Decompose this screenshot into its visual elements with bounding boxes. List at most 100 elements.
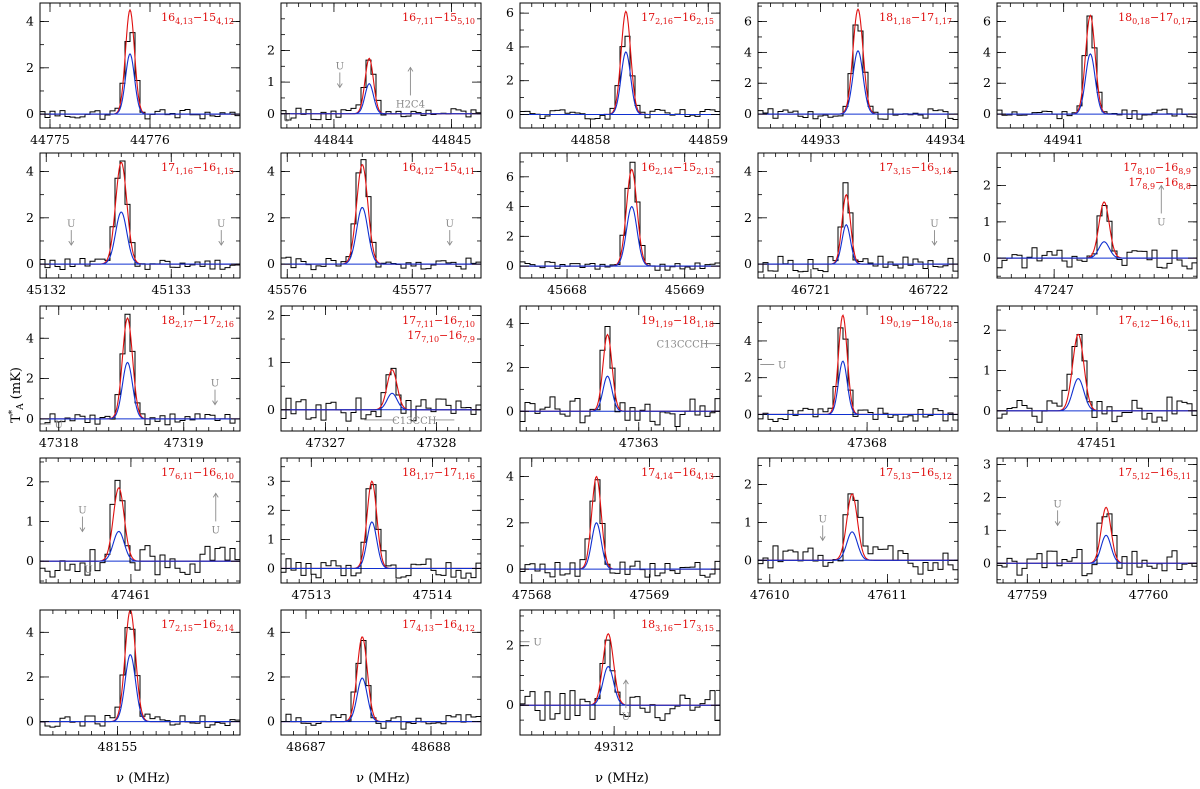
spectrum-panel: U 47368 0 2 4 190,19−180,18 — [744, 305, 959, 450]
x-tick-label: 44941 — [1044, 132, 1084, 147]
observed-spectrum — [281, 639, 481, 730]
y-tick-label: 1 — [267, 74, 275, 89]
x-tick-label: 47319 — [164, 435, 204, 450]
panel-frame — [39, 457, 241, 584]
spectrum-panel: U 47610 47611 0 1 2 175,13−165,12 — [744, 457, 959, 602]
spectrum-panel: U 45576 45577 0 2 4 164,12−154,11 — [267, 152, 482, 297]
y-tick-label: 0 — [267, 714, 275, 729]
y-tick-label: 2 — [26, 210, 34, 225]
y-tick-label: 1 — [744, 514, 752, 529]
y-tick-label: 2 — [506, 515, 514, 530]
line-annotation: U — [67, 219, 75, 246]
x-tick-label: 44933 — [801, 132, 841, 147]
y-tick-label: 2 — [267, 42, 275, 57]
x-tick-label: 47759 — [1007, 587, 1047, 602]
spectrum-panel: 47568 47569 0 2 4 174,14−164,13 — [506, 457, 721, 602]
observed-spectrum — [520, 161, 720, 271]
y-tick-label: 2 — [983, 178, 991, 193]
observed-spectrum — [997, 15, 1197, 120]
x-tick-label: 47513 — [291, 587, 331, 602]
transition-label: 178,9−168,8 — [1128, 176, 1191, 191]
y-tick-label: 2 — [267, 307, 275, 322]
y-tick-label: 0 — [744, 406, 752, 421]
y-tick-label: 6 — [983, 14, 991, 29]
spectrum-panel: U U U 47461 0 1 2 176,11−166,10 — [26, 457, 241, 602]
line-annotation: U — [818, 514, 827, 542]
svg-text:U: U — [533, 638, 541, 649]
y-tick-label: 6 — [506, 5, 514, 20]
spectrum-panel: 44775 44776 0 2 4 164,13−154,12 — [26, 2, 241, 147]
observed-spectrum — [758, 182, 958, 273]
model-red-curve — [40, 161, 240, 265]
transition-label: 177,11−167,10 — [402, 314, 475, 329]
panel-frame — [519, 457, 721, 584]
spectrum-panel: 45668 45669 0 2 4 6 162,14−152,13 — [506, 152, 721, 297]
y-tick-label: 4 — [506, 39, 514, 54]
x-tick-label: 45669 — [665, 282, 705, 297]
y-tick-label: 0 — [26, 411, 34, 426]
model-blue-curve — [997, 241, 1197, 259]
model-blue-curve — [40, 211, 240, 265]
transition-label: 181,18−171,17 — [879, 11, 952, 26]
y-tick-label: 2 — [506, 228, 514, 243]
x-tick-label: 45577 — [392, 282, 432, 297]
x-tick-label: 47611 — [868, 587, 908, 602]
y-tick-label: 4 — [26, 164, 34, 179]
y-tick-label: 0 — [26, 256, 34, 271]
x-tick-label: 47568 — [512, 587, 552, 602]
y-tick-label: 6 — [506, 169, 514, 184]
x-tick-label: 44859 — [688, 132, 728, 147]
line-annotation: U — [211, 379, 219, 406]
svg-text:C13CCH: C13CCH — [392, 416, 437, 427]
model-blue-curve — [758, 360, 958, 416]
svg-text:U: U — [778, 361, 786, 372]
panel-frame — [757, 305, 959, 432]
spectrum-panel: U 46721 46722 0 2 4 173,15−163,14 — [744, 152, 959, 297]
svg-text:U: U — [212, 525, 220, 536]
y-tick-label: 2 — [267, 669, 275, 684]
panel-frame — [996, 2, 1198, 129]
y-tick-label: 3 — [267, 473, 275, 488]
svg-text:U: U — [84, 565, 92, 576]
observed-spectrum — [40, 479, 240, 578]
svg-text:U: U — [446, 219, 454, 230]
model-blue-curve — [40, 53, 240, 115]
transition-label: 174,14−164,13 — [641, 466, 714, 481]
y-tick-label: 1 — [267, 355, 275, 370]
observed-spectrum — [520, 35, 720, 120]
line-annotation: H2C4 — [396, 66, 425, 110]
model-blue-curve — [281, 83, 481, 115]
line-annotation: U — [84, 565, 92, 576]
transition-label: 162,14−152,13 — [641, 161, 714, 176]
x-tick-label: 47610 — [750, 587, 790, 602]
observed-spectrum — [758, 24, 958, 120]
model-blue-curve — [40, 530, 240, 562]
line-annotation: U — [212, 492, 220, 536]
transition-label: 167,11−155,10 — [402, 11, 475, 26]
model-blue-curve — [281, 521, 481, 570]
x-tick-label: 44858 — [571, 132, 611, 147]
svg-text:C13CCCH: C13CCCH — [656, 340, 708, 351]
y-tick-label: 2 — [506, 73, 514, 88]
y-tick-label: 0 — [744, 256, 752, 271]
line-annotation: U — [78, 506, 87, 533]
y-tick-label: 1 — [983, 214, 991, 229]
model-blue-curve — [997, 534, 1197, 564]
y-tick-label: 3 — [983, 457, 991, 472]
y-tick-label: 2 — [744, 75, 752, 90]
x-tick-label: 47514 — [413, 587, 453, 602]
model-blue-curve — [997, 378, 1197, 412]
svg-text:H2C4: H2C4 — [396, 99, 425, 110]
y-tick-label: 0 — [26, 106, 34, 121]
line-annotation: U — [622, 679, 630, 723]
y-tick-label: 1 — [983, 363, 991, 378]
spectrum-panel: 47513 47514 0 1 2 3 181,17−171,16 — [267, 457, 482, 602]
model-red-curve — [281, 164, 481, 265]
y-tick-label: 4 — [744, 333, 752, 348]
transition-label: 190,19−180,18 — [879, 314, 952, 329]
y-tick-label: 4 — [506, 199, 514, 214]
x-tick-label: 45668 — [547, 282, 587, 297]
y-tick-label: 0 — [26, 714, 34, 729]
transition-label: 180,18−170,17 — [1118, 11, 1191, 26]
